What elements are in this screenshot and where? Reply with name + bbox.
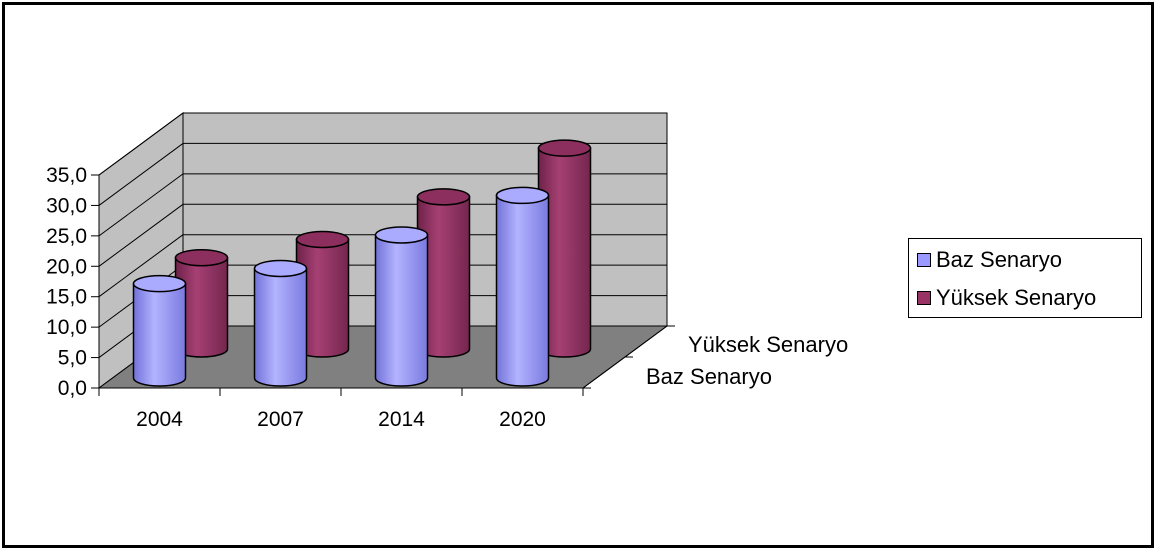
bar-yuksek-2014 <box>416 188 471 358</box>
y-tick-label: 10,0 <box>46 316 87 339</box>
legend-item-baz: Baz Senaryo <box>917 247 1062 273</box>
gridline-side <box>98 203 184 267</box>
y-tick-label: 0,0 <box>58 377 87 400</box>
x-tick-label: 2004 <box>136 408 183 431</box>
x-tick-label: 2014 <box>378 408 425 431</box>
gridline-side <box>98 234 184 298</box>
x-tick-label: 2007 <box>257 408 304 431</box>
gridline-side <box>98 112 184 176</box>
y-tick-label: 20,0 <box>46 255 87 278</box>
bar-baz-2007 <box>253 259 308 387</box>
legend-label-baz: Baz Senaryo <box>936 247 1062 272</box>
bar-baz-2020 <box>495 186 550 387</box>
legend-swatch-yuksek <box>917 291 931 305</box>
y-tick-label: 5,0 <box>58 347 87 370</box>
legend-item-yuksek: Yüksek Senaryo <box>917 285 1096 311</box>
y-tick-label: 25,0 <box>46 225 87 248</box>
depth-label-yuksek: Yüksek Senaryo <box>688 332 848 357</box>
depth-label-baz: Baz Senaryo <box>646 364 772 389</box>
x-tick-label: 2020 <box>499 408 546 431</box>
bar-yuksek-2007 <box>295 230 350 358</box>
gridline-side <box>98 173 184 237</box>
bar-baz-2004 <box>132 274 187 387</box>
legend-swatch-baz <box>917 253 931 267</box>
legend-label-yuksek: Yüksek Senaryo <box>936 285 1097 310</box>
gridline-side <box>98 143 184 206</box>
bar-yuksek-2004 <box>174 248 229 358</box>
y-tick-label: 15,0 <box>46 286 87 309</box>
y-tick-label: 30,0 <box>46 194 87 217</box>
legend: Baz Senaryo Yüksek Senaryo <box>908 238 1142 318</box>
bar-baz-2014 <box>374 226 429 387</box>
y-tick-label: 35,0 <box>46 164 87 187</box>
